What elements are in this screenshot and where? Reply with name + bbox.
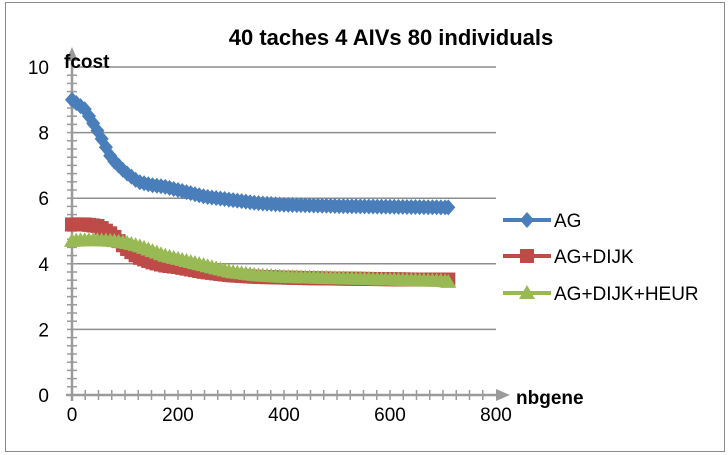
- x-tick-label: 0: [67, 405, 78, 426]
- tick-labels: 0 2 4 6 8 10 0 200 400 600 800: [28, 58, 512, 426]
- y-tick-label: 6: [38, 189, 49, 210]
- x-axis-arrow: [496, 389, 510, 401]
- legend-marker: [520, 249, 534, 263]
- x-tick-label: 400: [268, 405, 300, 426]
- series-group: [64, 91, 457, 288]
- legend-label: AG+DIJK+HEUR: [554, 284, 699, 305]
- x-tick-label: 600: [374, 405, 406, 426]
- data-point: [115, 161, 130, 178]
- legend-label: AG: [554, 211, 581, 232]
- line-chart: 40 taches 4 AIVs 80 individuals 02468100…: [28, 25, 699, 426]
- legend-marker: [520, 212, 534, 228]
- series-line: [70, 98, 449, 210]
- y-tick-label: 10: [28, 58, 49, 79]
- chart-frame: 40 taches 4 AIVs 80 individuals 0 2 4 6 8 10 0…: [5, 2, 725, 452]
- x-tick-label: 200: [162, 405, 194, 426]
- series-ag-dijk-heur: [64, 232, 457, 288]
- axes: [66, 47, 510, 401]
- x-axis-title: nbgene: [516, 388, 584, 409]
- legend: AG AG+DIJK AG+DIJK+HEUR: [503, 211, 699, 305]
- legend-label: AG+DIJK: [554, 247, 634, 268]
- legend-item: AG: [503, 211, 581, 232]
- y-axis-title: fcost: [64, 52, 110, 73]
- chart-title: 40 taches 4 AIVs 80 individuals: [229, 25, 553, 50]
- y-tick-label: 8: [38, 124, 49, 145]
- y-tick-label: 0: [38, 386, 49, 407]
- legend-item: AG+DIJK+HEUR: [503, 284, 699, 305]
- y-axis-arrow: [66, 47, 78, 61]
- data-point: [441, 199, 456, 216]
- data-point: [440, 273, 457, 288]
- y-tick-label: 4: [38, 255, 49, 276]
- y-tick-label: 2: [38, 320, 49, 341]
- x-tick-label: 800: [480, 405, 512, 426]
- legend-marker: [519, 285, 535, 299]
- series-ag: [65, 91, 456, 216]
- legend-item: AG+DIJK: [503, 247, 634, 268]
